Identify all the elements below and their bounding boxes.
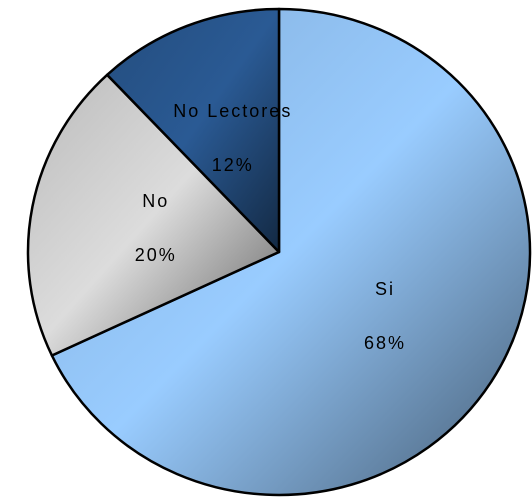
slice-label: No Lectores bbox=[173, 101, 292, 121]
value-label: 12% bbox=[212, 155, 254, 175]
slice-label: No bbox=[142, 191, 169, 211]
slice-label: Si bbox=[375, 279, 395, 299]
pie-slice bbox=[26, 73, 281, 357]
value-label: 20% bbox=[135, 245, 177, 265]
pie-slice bbox=[105, 7, 281, 254]
value-label: 68% bbox=[364, 333, 406, 353]
pie-slice bbox=[50, 7, 532, 497]
